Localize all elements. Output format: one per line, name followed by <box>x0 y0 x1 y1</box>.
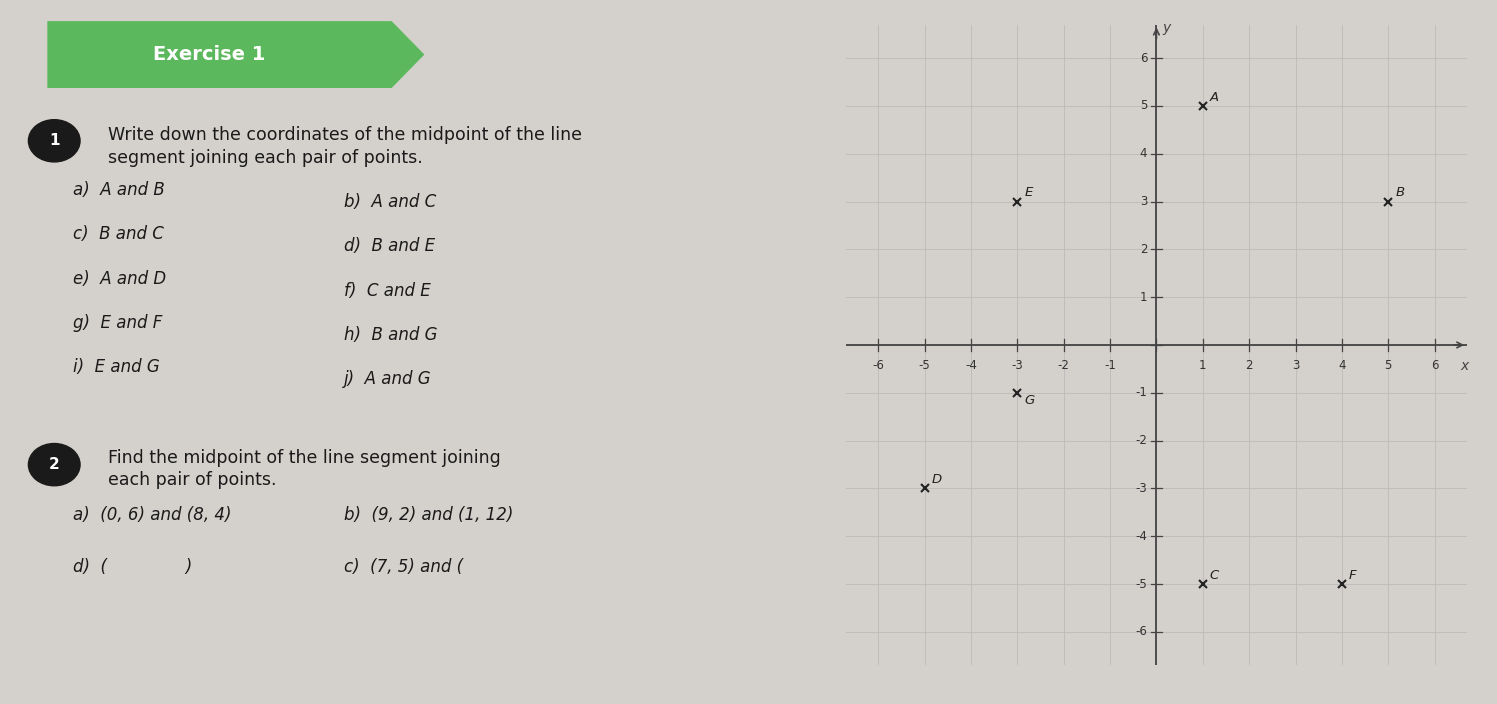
Text: -5: -5 <box>1135 577 1147 591</box>
Text: x: x <box>1461 360 1469 374</box>
Text: each pair of points.: each pair of points. <box>108 471 275 489</box>
Text: 3: 3 <box>1292 359 1299 372</box>
Text: d)  B and E: d) B and E <box>344 237 436 256</box>
Text: 6: 6 <box>1139 51 1147 65</box>
Text: G: G <box>1024 394 1034 407</box>
Text: 2: 2 <box>1139 243 1147 256</box>
Text: d)  (               ): d) ( ) <box>73 558 193 576</box>
Text: -1: -1 <box>1135 386 1147 399</box>
Text: Write down the coordinates of the midpoint of the line: Write down the coordinates of the midpoi… <box>108 126 582 144</box>
Text: c)  B and C: c) B and C <box>73 225 165 244</box>
Text: 1: 1 <box>1199 359 1207 372</box>
Polygon shape <box>48 21 424 88</box>
Text: E: E <box>1024 186 1033 199</box>
Text: 5: 5 <box>1385 359 1392 372</box>
Text: 4: 4 <box>1338 359 1346 372</box>
Text: 5: 5 <box>1139 99 1147 113</box>
Circle shape <box>28 120 79 162</box>
Text: b)  A and C: b) A and C <box>344 193 437 211</box>
Text: -2: -2 <box>1058 359 1070 372</box>
Text: a)  A and B: a) A and B <box>73 181 165 199</box>
Text: f)  C and E: f) C and E <box>344 282 431 300</box>
Text: i)  E and G: i) E and G <box>73 358 160 377</box>
Text: -6: -6 <box>873 359 885 372</box>
Text: 1: 1 <box>49 133 60 149</box>
Text: 2: 2 <box>1246 359 1253 372</box>
Text: y: y <box>1163 21 1171 35</box>
Text: e)  A and D: e) A and D <box>73 270 166 288</box>
Text: h)  B and G: h) B and G <box>344 326 437 344</box>
Text: 6: 6 <box>1431 359 1439 372</box>
Text: F: F <box>1349 569 1356 582</box>
Text: -3: -3 <box>1012 359 1024 372</box>
Circle shape <box>28 444 79 486</box>
Text: Find the midpoint of the line segment joining: Find the midpoint of the line segment jo… <box>108 448 500 467</box>
Text: Exercise 1: Exercise 1 <box>153 45 265 64</box>
Text: a)  (0, 6) and (8, 4): a) (0, 6) and (8, 4) <box>73 506 232 524</box>
Text: -3: -3 <box>1135 482 1147 495</box>
Text: 3: 3 <box>1139 195 1147 208</box>
Text: -2: -2 <box>1135 434 1147 447</box>
Text: b)  (9, 2) and (1, 12): b) (9, 2) and (1, 12) <box>344 506 513 524</box>
Text: -4: -4 <box>966 359 978 372</box>
Text: -6: -6 <box>1135 625 1147 639</box>
Text: A: A <box>1210 91 1219 103</box>
Text: 1: 1 <box>1139 291 1147 303</box>
Text: 4: 4 <box>1139 147 1147 161</box>
Text: -1: -1 <box>1105 359 1115 372</box>
Text: j)  A and G: j) A and G <box>344 370 433 389</box>
Text: -5: -5 <box>919 359 931 372</box>
Text: D: D <box>931 473 942 486</box>
Text: g)  E and F: g) E and F <box>73 314 163 332</box>
Text: B: B <box>1395 186 1404 199</box>
Text: 2: 2 <box>49 457 60 472</box>
Text: C: C <box>1210 569 1219 582</box>
Text: c)  (7, 5) and (: c) (7, 5) and ( <box>344 558 464 576</box>
Text: -4: -4 <box>1135 529 1147 543</box>
Text: segment joining each pair of points.: segment joining each pair of points. <box>108 149 422 167</box>
